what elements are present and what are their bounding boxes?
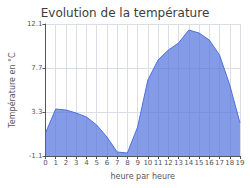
svg-text:heure par heure: heure par heure — [110, 172, 175, 181]
svg-text:12.1: 12.1 — [27, 20, 43, 28]
svg-text:7: 7 — [115, 159, 119, 167]
svg-text:8: 8 — [125, 159, 129, 167]
svg-text:6: 6 — [105, 159, 110, 167]
svg-text:-1.1: -1.1 — [29, 152, 43, 160]
svg-text:2: 2 — [64, 159, 68, 167]
svg-text:7.7: 7.7 — [31, 64, 42, 72]
svg-text:5: 5 — [94, 159, 98, 167]
svg-text:Evolution de la température: Evolution de la température — [41, 6, 210, 20]
svg-text:3.3: 3.3 — [31, 108, 42, 116]
svg-text:9: 9 — [135, 159, 139, 167]
svg-text:15: 15 — [195, 159, 204, 167]
svg-text:18: 18 — [225, 159, 234, 167]
svg-text:17: 17 — [215, 159, 224, 167]
svg-text:1: 1 — [53, 159, 57, 167]
svg-text:0: 0 — [43, 159, 47, 167]
svg-text:4: 4 — [84, 159, 89, 167]
svg-text:14: 14 — [184, 159, 193, 167]
svg-text:13: 13 — [174, 159, 183, 167]
svg-text:16: 16 — [205, 159, 214, 167]
svg-text:11: 11 — [154, 159, 163, 167]
svg-text:12: 12 — [164, 159, 173, 167]
svg-text:3: 3 — [74, 159, 78, 167]
svg-text:19: 19 — [236, 159, 245, 167]
svg-text:10: 10 — [143, 159, 152, 167]
svg-text:Température en °C: Température en °C — [7, 52, 17, 129]
